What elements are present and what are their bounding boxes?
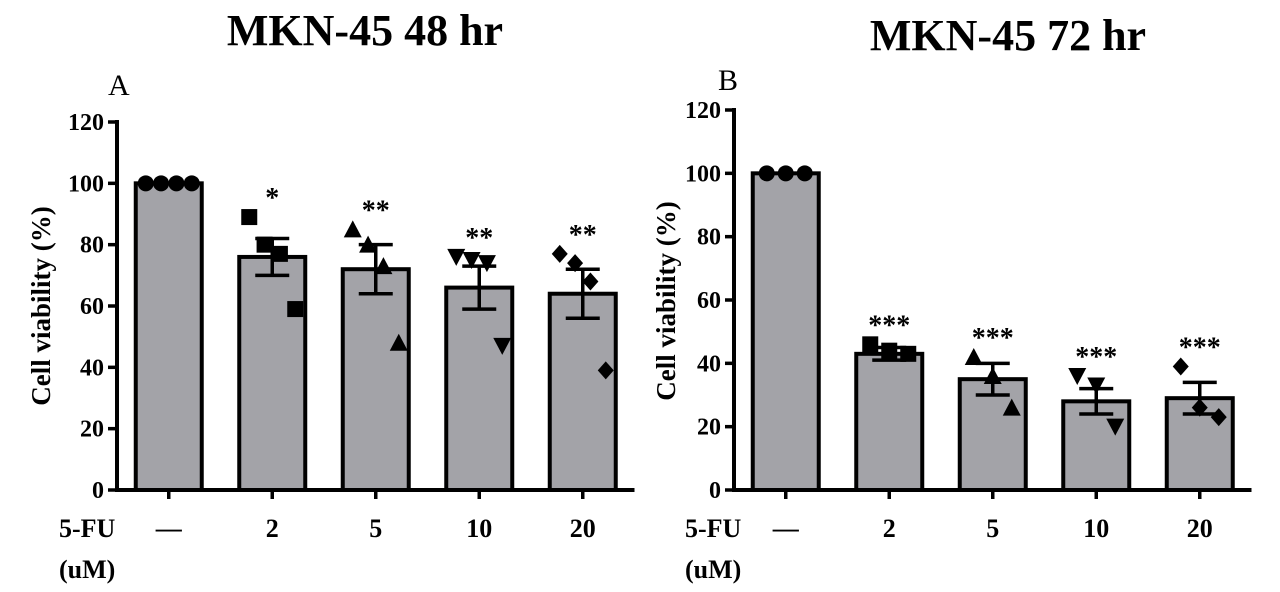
bar bbox=[547, 291, 618, 492]
data-point bbox=[796, 165, 813, 182]
y-tick-label: 20 bbox=[697, 415, 721, 441]
data-point bbox=[881, 342, 898, 359]
x-axis-label-line1: 5-FU bbox=[59, 514, 116, 543]
y-tick-label: 0 bbox=[92, 478, 104, 504]
chart-panel-a: MKN-45 48 hr A Cell viability (%) 5-FU (… bbox=[26, 6, 635, 584]
data-point bbox=[168, 175, 185, 192]
data-point bbox=[758, 165, 775, 182]
x-tick-label: 20 bbox=[1187, 514, 1213, 543]
bar bbox=[340, 267, 411, 493]
data-point bbox=[1068, 368, 1087, 385]
data-point bbox=[1172, 357, 1189, 376]
significance-label: *** bbox=[868, 310, 910, 341]
x-tick-label: 10 bbox=[1083, 514, 1109, 543]
data-point bbox=[493, 337, 512, 355]
data-point bbox=[1087, 377, 1106, 395]
data-point bbox=[343, 220, 362, 238]
data-point bbox=[964, 348, 983, 365]
y-tick-label: 80 bbox=[80, 233, 104, 259]
bar bbox=[957, 377, 1028, 492]
data-point bbox=[1002, 398, 1021, 416]
chart-title: MKN-45 48 hr bbox=[227, 6, 503, 55]
significance-label: ** bbox=[362, 195, 390, 226]
y-tick-label: 20 bbox=[80, 417, 104, 443]
y-tick-label: 40 bbox=[80, 355, 104, 381]
significance-label: *** bbox=[972, 323, 1014, 354]
data-point bbox=[153, 175, 170, 192]
data-point bbox=[287, 301, 304, 318]
panel-letter: B bbox=[718, 64, 738, 97]
y-tick-label: 100 bbox=[685, 161, 721, 187]
significance-label: ** bbox=[465, 223, 493, 254]
data-point bbox=[862, 336, 879, 353]
panel-letter: A bbox=[108, 69, 130, 102]
y-tick-label: 80 bbox=[697, 225, 721, 251]
y-axis-label: Cell viability (%) bbox=[651, 201, 681, 400]
x-tick-label: 2 bbox=[883, 514, 896, 543]
data-point bbox=[1106, 418, 1125, 436]
x-tick-label: 20 bbox=[570, 514, 596, 543]
bar bbox=[750, 171, 821, 492]
y-tick-label: 100 bbox=[68, 171, 104, 197]
data-point bbox=[777, 165, 794, 182]
chart-panel-b: MKN-45 72 hr B Cell viability (%) 5-FU (… bbox=[651, 11, 1252, 584]
y-tick-label: 60 bbox=[697, 288, 721, 314]
data-point bbox=[900, 345, 917, 362]
y-tick-label: 0 bbox=[709, 478, 721, 504]
data-point bbox=[597, 361, 614, 380]
data-point bbox=[241, 209, 258, 226]
y-tick-label: 120 bbox=[685, 98, 721, 124]
y-tick-label: 60 bbox=[80, 294, 104, 320]
data-point bbox=[447, 248, 466, 266]
data-point bbox=[137, 175, 154, 192]
bar bbox=[854, 351, 925, 493]
chart-title: MKN-45 72 hr bbox=[870, 11, 1146, 60]
bar bbox=[444, 285, 515, 492]
data-point bbox=[462, 252, 481, 269]
data-point bbox=[374, 257, 393, 275]
y-tick-label: 120 bbox=[68, 110, 104, 136]
x-axis-label-line1: 5-FU bbox=[685, 514, 742, 543]
data-point bbox=[256, 236, 273, 253]
x-tick-label: — bbox=[155, 514, 183, 543]
x-tick-label: 5 bbox=[986, 514, 999, 543]
bar bbox=[237, 254, 308, 492]
data-point bbox=[271, 245, 288, 262]
data-point bbox=[1191, 398, 1208, 417]
significance-label: ** bbox=[569, 220, 597, 251]
x-tick-label: 5 bbox=[369, 514, 382, 543]
data-point bbox=[389, 333, 408, 351]
data-point bbox=[983, 367, 1002, 384]
data-point bbox=[477, 255, 496, 273]
x-tick-label: 2 bbox=[266, 514, 279, 543]
x-axis-label-line2: (uM) bbox=[685, 555, 741, 584]
significance-label: * bbox=[265, 183, 279, 214]
bar bbox=[133, 181, 204, 492]
data-point bbox=[551, 244, 568, 263]
significance-label: *** bbox=[1179, 333, 1221, 364]
y-tick-label: 40 bbox=[697, 351, 721, 377]
data-point bbox=[183, 175, 200, 192]
y-axis-label: Cell viability (%) bbox=[26, 206, 56, 405]
significance-label: *** bbox=[1075, 342, 1117, 373]
data-point bbox=[567, 254, 584, 273]
data-point bbox=[582, 272, 599, 291]
x-tick-label: 10 bbox=[466, 514, 492, 543]
data-point bbox=[359, 235, 378, 253]
data-point bbox=[1210, 408, 1227, 427]
x-axis-label-line2: (uM) bbox=[59, 555, 115, 584]
x-tick-label: — bbox=[772, 514, 800, 543]
